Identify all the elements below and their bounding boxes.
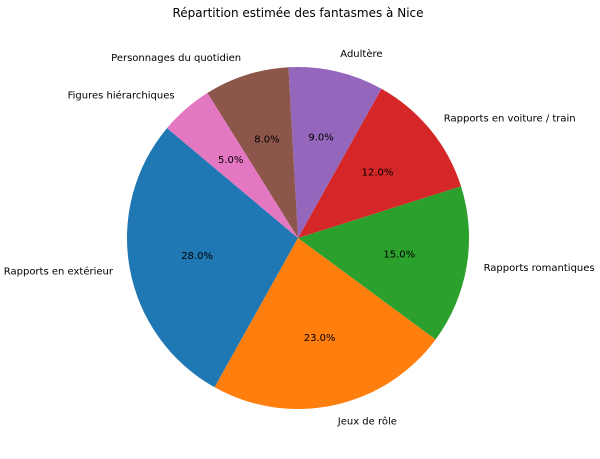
pct-label-7: 5.0% <box>218 155 243 166</box>
slice-label-3: Rapports romantiques <box>484 263 595 274</box>
chart-title: Répartition estimée des fantasmes à Nice <box>172 6 423 20</box>
slice-labels: Rapports en extérieur Jeux de rôle Rapport… <box>4 48 595 427</box>
pie-slice-1 <box>127 128 298 388</box>
slice-label-4: Rapports en voiture / train <box>444 114 576 125</box>
pct-label-4: 12.0% <box>362 168 394 179</box>
slice-label-7: Figures hiérarchiques <box>68 90 175 102</box>
pct-label-6: 8.0% <box>254 135 279 146</box>
pie-slice-6 <box>207 67 298 239</box>
pie-slice-4 <box>298 88 461 238</box>
pct-label-3: 15.0% <box>383 249 415 260</box>
slice-label-5: Adultère <box>340 48 382 60</box>
slice-label-6: Personnages du quotidien <box>111 53 241 64</box>
pie-slice-7 <box>167 92 298 238</box>
pie-slice-3 <box>298 186 470 340</box>
pie-slice-5 <box>288 67 382 238</box>
pct-label-2: 23.0% <box>304 333 336 344</box>
pie-slices <box>127 67 470 409</box>
percentage-labels: 28.0% 23.0% 15.0% 12.0% 9.0% 8.0% 5.0% <box>181 133 415 344</box>
pct-label-1: 28.0% <box>181 251 213 262</box>
slice-label-1: Rapports en extérieur <box>4 265 114 277</box>
pie-slice-2 <box>214 238 436 409</box>
pct-label-5: 9.0% <box>308 133 333 144</box>
slice-label-2: Jeux de rôle <box>337 415 397 427</box>
